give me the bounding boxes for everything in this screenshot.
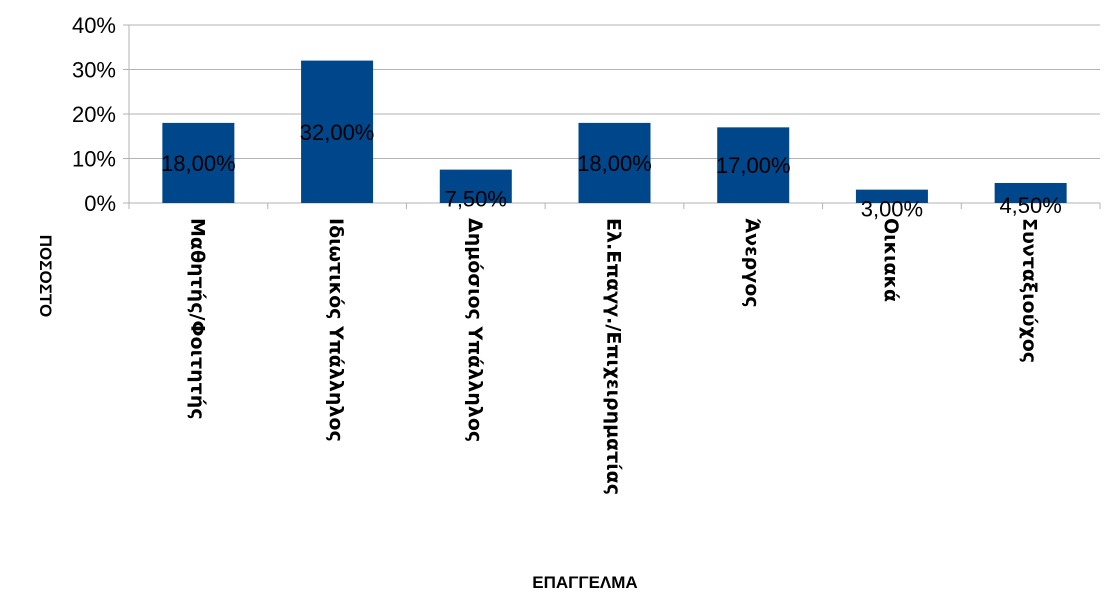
data-label: 3,00% [861, 196, 923, 221]
data-label: 7,50% [445, 186, 507, 211]
y-tick-label: 10% [72, 147, 116, 172]
y-tick-label: 0% [84, 191, 116, 216]
category-label: Άνεργος [741, 218, 763, 308]
data-label: 18,00% [577, 151, 652, 176]
category-label: Ελ.Επαγγ./Επιχειρηματίας [603, 218, 625, 495]
y-tick-label: 40% [72, 13, 116, 38]
bar [994, 182, 1067, 203]
data-label: 18,00% [161, 151, 236, 176]
category-labels: Μαθητής/Φοιτητής Ιδιωτικός Υπάλληλος Δημόσ… [186, 218, 1040, 495]
y-tick-label: 20% [72, 102, 116, 127]
y-axis-title: ΠΟΣΟΣΤΟ [36, 235, 55, 317]
category-label: Δημόσιος Υπάλληλος [464, 218, 486, 442]
data-labels: 18,00% 32,00% 7,50% 18,00% 17,00% 3,00% 4,50% [161, 120, 1062, 222]
category-label: Μαθητής/Φοιτητής [186, 218, 208, 420]
category-label: Οικιακά [880, 218, 902, 302]
data-label: 17,00% [716, 153, 791, 178]
category-label: Ιδιωτικός Υπάλληλος [325, 218, 347, 442]
data-label: 32,00% [300, 120, 375, 145]
bar [439, 169, 512, 203]
bar [162, 122, 235, 203]
x-axis-title: ΕΠΑΓΓΕΛΜΑ [532, 573, 637, 592]
y-tick-labels: 0% 10% 20% 30% 40% [72, 13, 116, 216]
y-tick-label: 30% [72, 58, 116, 83]
bars [162, 60, 1067, 203]
category-label: Συνταξιούχος [1019, 218, 1041, 363]
bar [855, 189, 928, 203]
bar [578, 122, 651, 203]
bar [301, 60, 374, 203]
bar [717, 127, 790, 203]
data-label: 4,50% [999, 193, 1061, 218]
